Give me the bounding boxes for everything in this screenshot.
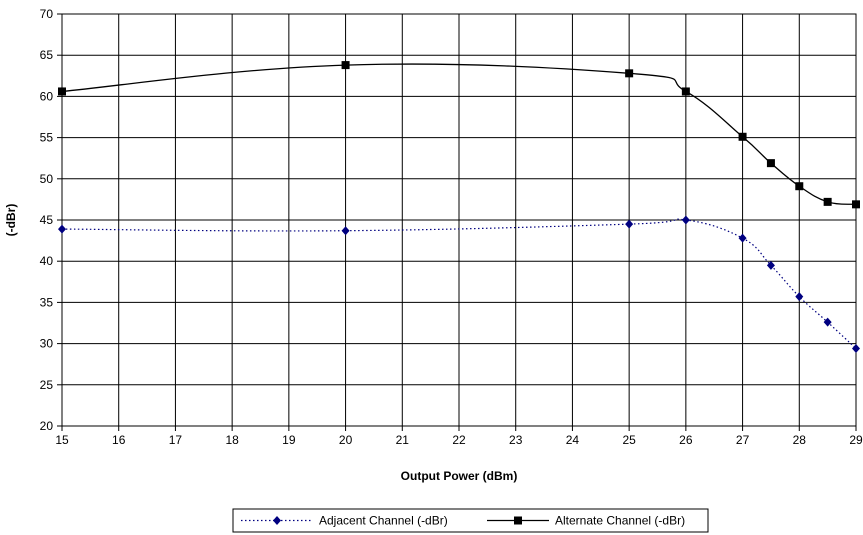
diamond-data-point [766,260,775,270]
square-data-point [766,159,775,168]
y-tick-label: 45 [40,213,54,227]
x-tick-label: 19 [282,433,296,447]
series-markers [58,61,860,354]
square-data-point [341,61,350,70]
y-tick-label: 70 [40,7,54,21]
y-tick-label: 25 [40,378,54,392]
x-tick-label: 27 [736,433,750,447]
x-tick-label: 28 [793,433,807,447]
y-tick-label: 65 [40,48,54,62]
x-tick-label: 16 [112,433,126,447]
legend: Adjacent Channel (-dBr) Alternate Channel… [232,508,709,533]
diamond-data-point [795,292,804,302]
diamond-data-point [625,219,634,229]
diamond-data-point [823,317,832,327]
legend-box [232,508,709,533]
y-tick-label: 30 [40,337,54,351]
y-tick-label: 40 [40,254,54,268]
grid-lines [61,13,857,427]
x-tick-label: 15 [55,433,69,447]
diamond-data-point [681,215,690,225]
x-tick-label: 17 [169,433,183,447]
x-tick-label: 26 [679,433,693,447]
x-tick-label: 18 [225,433,239,447]
x-tick-label: 25 [622,433,636,447]
square-data-point [823,197,832,206]
square-data-point [738,132,747,141]
x-tick-label: 29 [849,433,863,447]
y-tick-label: 55 [40,131,54,145]
x-tick-label: 21 [396,433,410,447]
legend-label: Adjacent Channel (-dBr) [319,514,448,528]
legend-square-marker [514,516,522,525]
square-data-point [681,87,690,96]
x-tick-label: 24 [566,433,580,447]
legend-label: Alternate Channel (-dBr) [555,514,685,528]
diamond-data-point [58,224,66,234]
diamond-data-point [738,233,747,243]
x-tick-label: 23 [509,433,523,447]
diamond-data-point [852,344,860,354]
square-data-point [795,182,804,191]
x-tick-label: 22 [452,433,466,447]
x-axis-ticks: 15 16 17 18 19 20 21 22 23 24 25 26 27 28 29 [55,426,863,447]
y-tick-label: 50 [40,172,54,186]
square-data-point [852,200,860,209]
square-data-point [58,87,66,96]
x-tick-label: 20 [339,433,353,447]
diamond-data-point [341,226,350,236]
y-tick-label: 35 [40,295,54,309]
y-tick-label: 60 [40,89,54,103]
y-axis-title: (-dBr) [4,204,18,237]
y-axis-ticks: 20 25 30 35 40 45 50 55 60 65 70 [40,7,62,433]
square-data-point [625,69,634,78]
x-axis-title: Output Power (dBm) [401,469,518,483]
legend-diamond-marker [273,516,281,525]
y-tick-label: 20 [40,419,54,433]
